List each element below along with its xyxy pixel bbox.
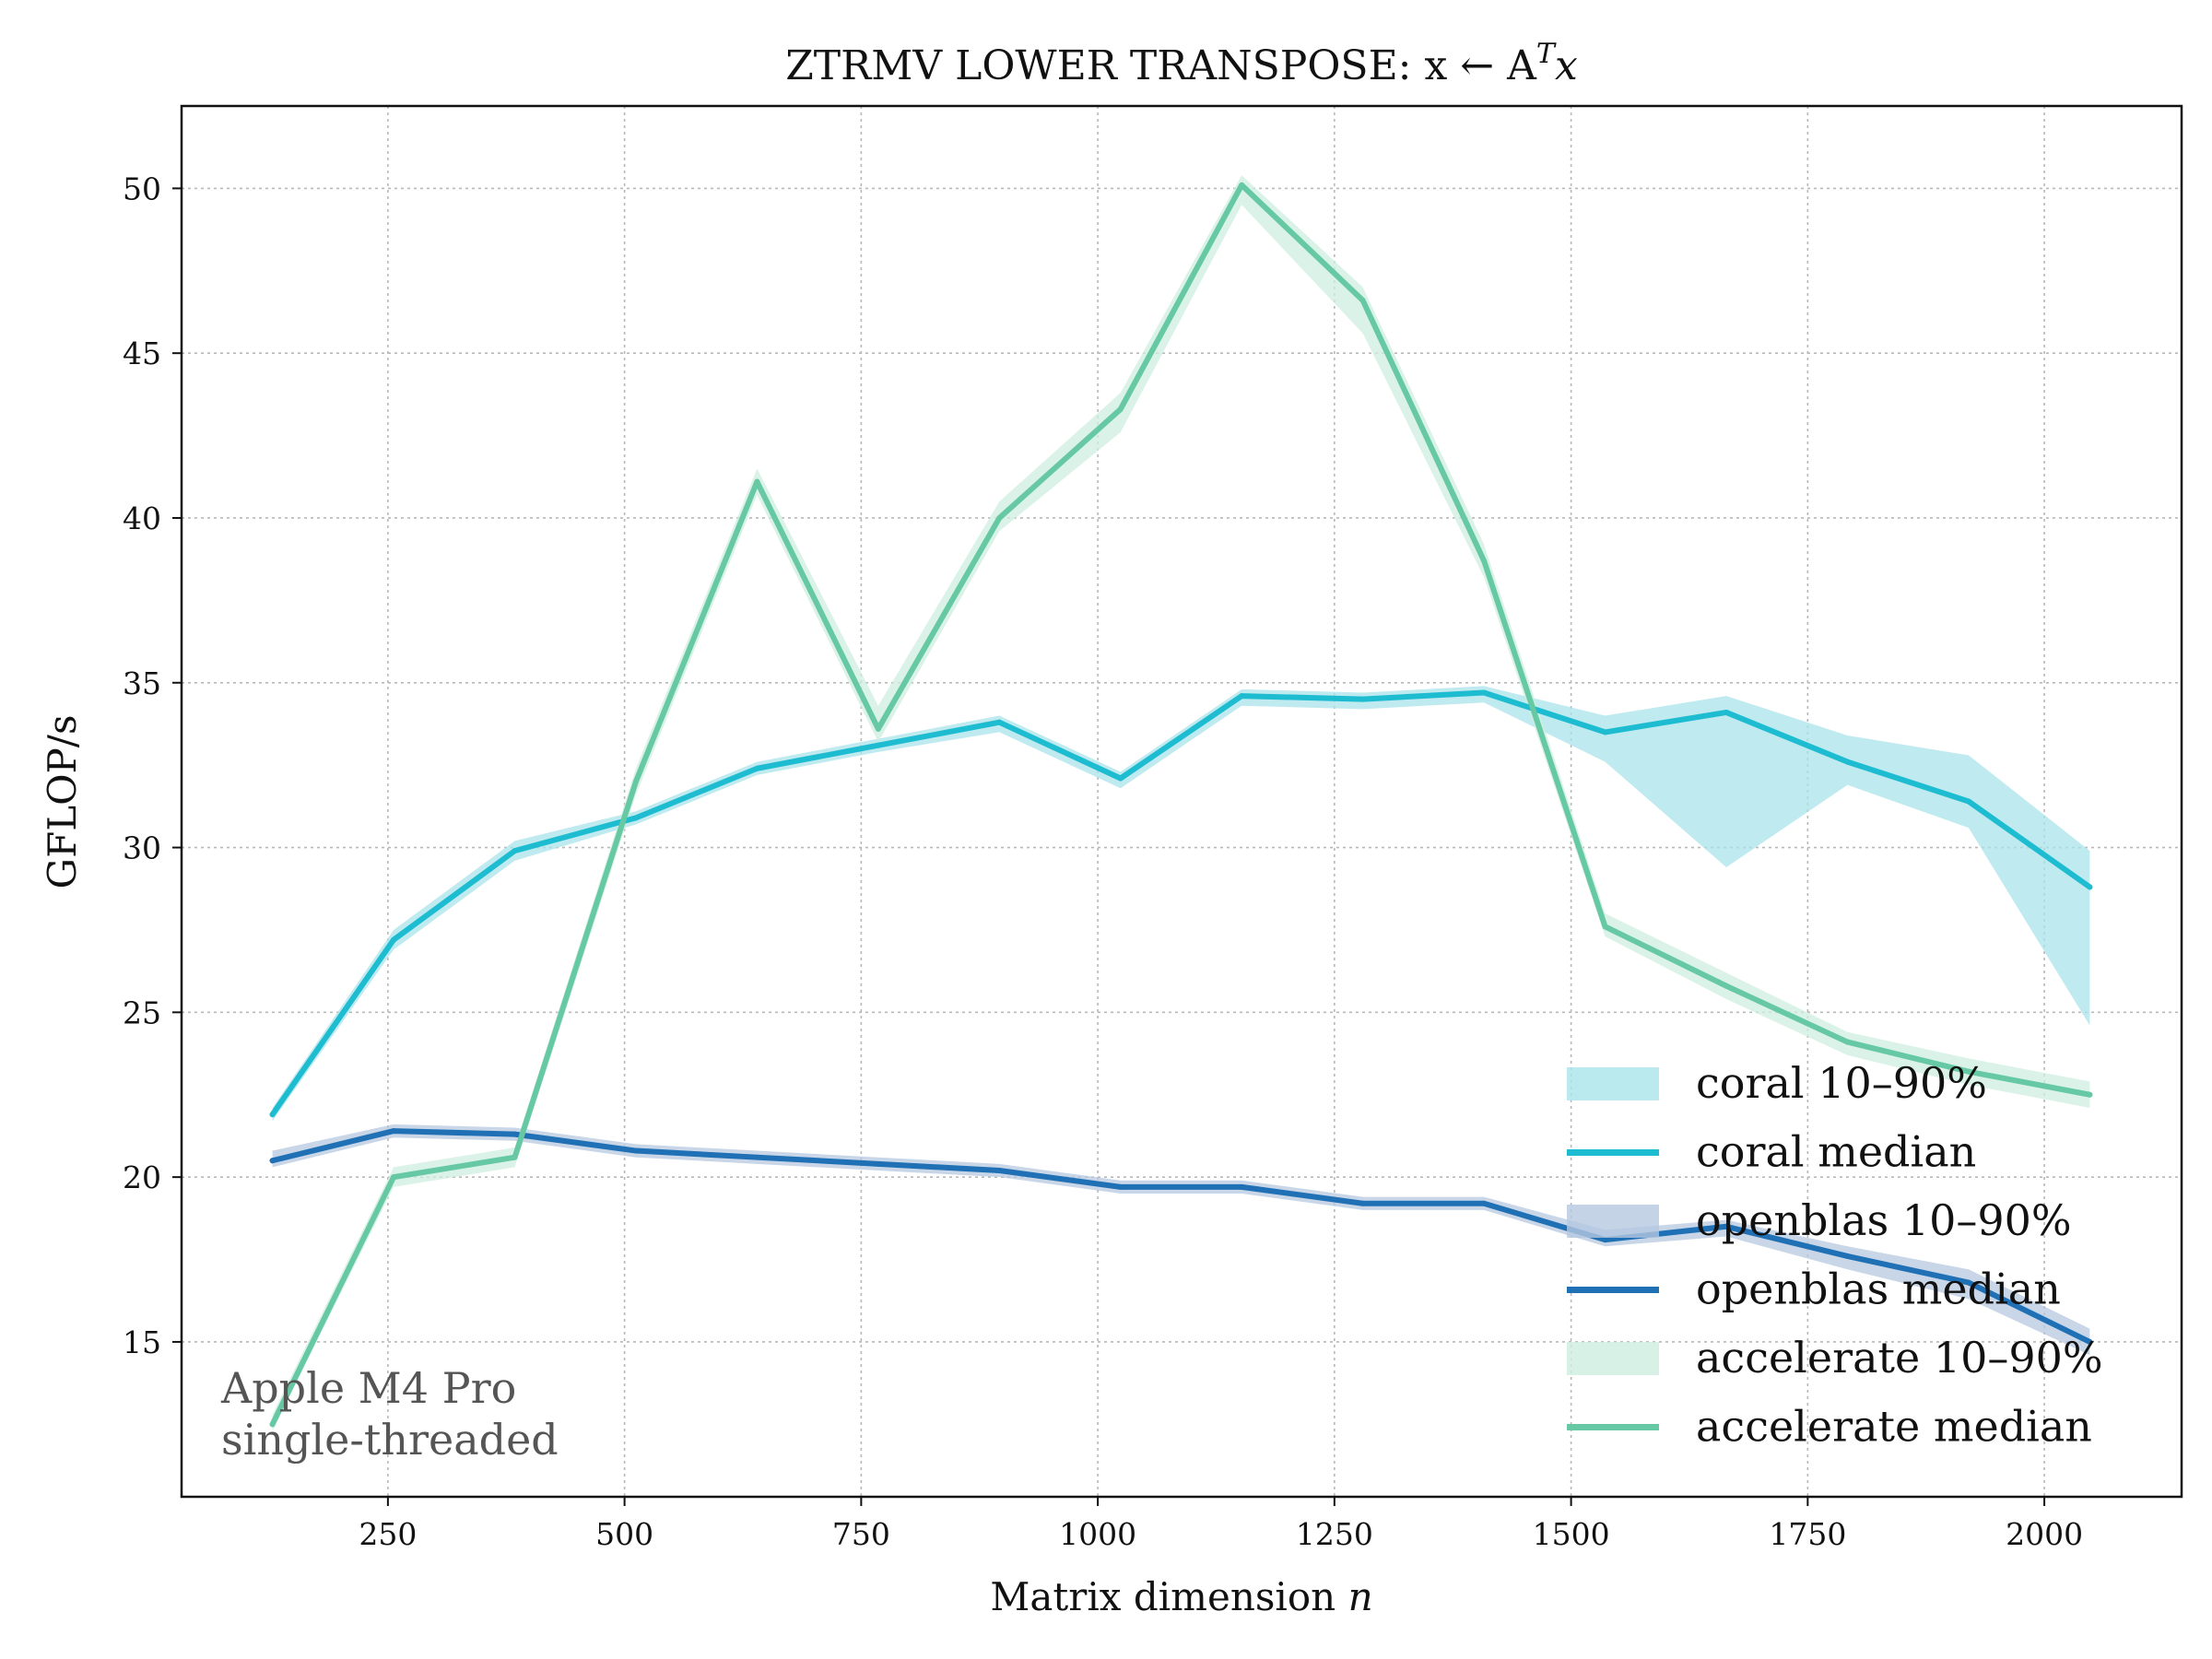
point-accelerate bbox=[1844, 1039, 1851, 1045]
y-tick-label: 35 bbox=[123, 665, 161, 701]
x-tick-label: 750 bbox=[832, 1516, 890, 1552]
point-openblas bbox=[754, 1154, 760, 1160]
x-tick-label: 1250 bbox=[1296, 1516, 1373, 1552]
point-openblas bbox=[269, 1158, 276, 1164]
point-accelerate bbox=[1724, 982, 1730, 989]
point-openblas bbox=[996, 1167, 1003, 1173]
legend-label: accelerate 10–90% bbox=[1696, 1333, 2103, 1382]
x-axis-label: Matrix dimension n bbox=[990, 1574, 1372, 1619]
tick-layer: 250 500 750 1000 1250 1500 1750 2000 15 20 25 30 35 4… bbox=[123, 171, 2083, 1552]
line-openblas bbox=[269, 1128, 2093, 1345]
point-coral bbox=[1117, 775, 1124, 782]
point-accelerate bbox=[1602, 924, 1608, 930]
y-tick-label: 40 bbox=[123, 500, 161, 536]
x-tick-label: 1750 bbox=[1769, 1516, 1846, 1552]
point-coral bbox=[1724, 709, 1730, 715]
line-coral bbox=[269, 689, 2093, 1118]
point-accelerate bbox=[2087, 1091, 2093, 1098]
plot-frame bbox=[180, 104, 2183, 1499]
title-tail: x bbox=[1555, 42, 1578, 89]
legend: coral 10–90% coral median openblas 10–90% o… bbox=[1567, 1058, 2103, 1452]
point-openblas bbox=[2087, 1338, 2093, 1345]
legend-swatch-band bbox=[1567, 1205, 1659, 1238]
point-openblas bbox=[391, 1128, 397, 1135]
line-layer bbox=[269, 182, 2093, 1428]
point-coral bbox=[1844, 759, 1851, 765]
point-openblas bbox=[512, 1131, 518, 1137]
point-coral bbox=[875, 742, 881, 748]
point-accelerate bbox=[269, 1421, 276, 1428]
x-axis-variable: n bbox=[1348, 1574, 1373, 1619]
y-tick-label: 20 bbox=[123, 1159, 161, 1195]
y-tick-label: 15 bbox=[123, 1324, 161, 1360]
x-tick-label: 500 bbox=[595, 1516, 653, 1552]
point-coral bbox=[1602, 729, 1608, 735]
point-accelerate bbox=[1239, 182, 1245, 188]
point-accelerate bbox=[512, 1154, 518, 1160]
point-accelerate bbox=[1117, 406, 1124, 412]
legend-label: coral median bbox=[1696, 1127, 1976, 1177]
y-axis-label: GFLOP/s bbox=[40, 715, 85, 889]
point-accelerate bbox=[1481, 558, 1488, 564]
legend-label: accelerate median bbox=[1696, 1402, 2092, 1452]
device-annotation: Apple M4 Pro single-threaded bbox=[220, 1363, 559, 1465]
point-accelerate bbox=[754, 478, 760, 485]
point-accelerate bbox=[391, 1174, 397, 1181]
line-accelerate bbox=[269, 182, 2093, 1428]
y-tick-label: 25 bbox=[123, 994, 161, 1030]
legend-label: coral 10–90% bbox=[1696, 1058, 1987, 1108]
annotation-line-2: single-threaded bbox=[221, 1415, 559, 1465]
point-openblas bbox=[875, 1160, 881, 1167]
legend-label: openblas median bbox=[1696, 1265, 2061, 1314]
point-coral bbox=[512, 848, 518, 854]
point-openblas bbox=[1359, 1200, 1366, 1206]
title-superscript: T bbox=[1536, 38, 1557, 70]
point-coral bbox=[1965, 798, 1971, 805]
legend-swatch-band bbox=[1567, 1067, 1659, 1100]
point-openblas bbox=[632, 1147, 639, 1154]
point-openblas bbox=[1602, 1237, 1608, 1243]
legend-label: openblas 10–90% bbox=[1696, 1195, 2072, 1245]
point-accelerate bbox=[632, 779, 639, 785]
chart-title: ZTRMV LOWER TRANSPOSE: x ← ATx bbox=[785, 38, 1578, 89]
point-coral bbox=[1359, 696, 1366, 702]
x-tick-label: 250 bbox=[359, 1516, 417, 1552]
point-accelerate bbox=[1359, 297, 1366, 303]
y-tick-label: 50 bbox=[123, 171, 161, 206]
x-tick-label: 1000 bbox=[1059, 1516, 1136, 1552]
point-coral bbox=[1239, 693, 1245, 700]
point-coral bbox=[2087, 884, 2093, 890]
point-coral bbox=[632, 815, 639, 821]
point-openblas bbox=[1965, 1279, 1971, 1286]
point-openblas bbox=[1117, 1183, 1124, 1190]
x-tick-label: 1500 bbox=[1533, 1516, 1610, 1552]
point-coral bbox=[269, 1112, 276, 1118]
y-tick-label: 30 bbox=[123, 830, 161, 866]
point-coral bbox=[1481, 689, 1488, 696]
point-accelerate bbox=[996, 514, 1003, 521]
point-accelerate bbox=[875, 725, 881, 732]
x-tick-label: 2000 bbox=[2006, 1516, 2083, 1552]
point-coral bbox=[996, 719, 1003, 725]
point-openblas bbox=[1239, 1183, 1245, 1190]
legend-swatch-band bbox=[1567, 1342, 1659, 1375]
grid-lines bbox=[182, 106, 2182, 1497]
annotation-line-1: Apple M4 Pro bbox=[220, 1363, 516, 1413]
point-openblas bbox=[1844, 1253, 1851, 1259]
point-openblas bbox=[1724, 1223, 1730, 1230]
point-coral bbox=[391, 936, 397, 943]
point-coral bbox=[754, 765, 760, 771]
point-openblas bbox=[1481, 1200, 1488, 1206]
y-tick-label: 45 bbox=[123, 335, 161, 371]
point-accelerate bbox=[1965, 1068, 1971, 1075]
